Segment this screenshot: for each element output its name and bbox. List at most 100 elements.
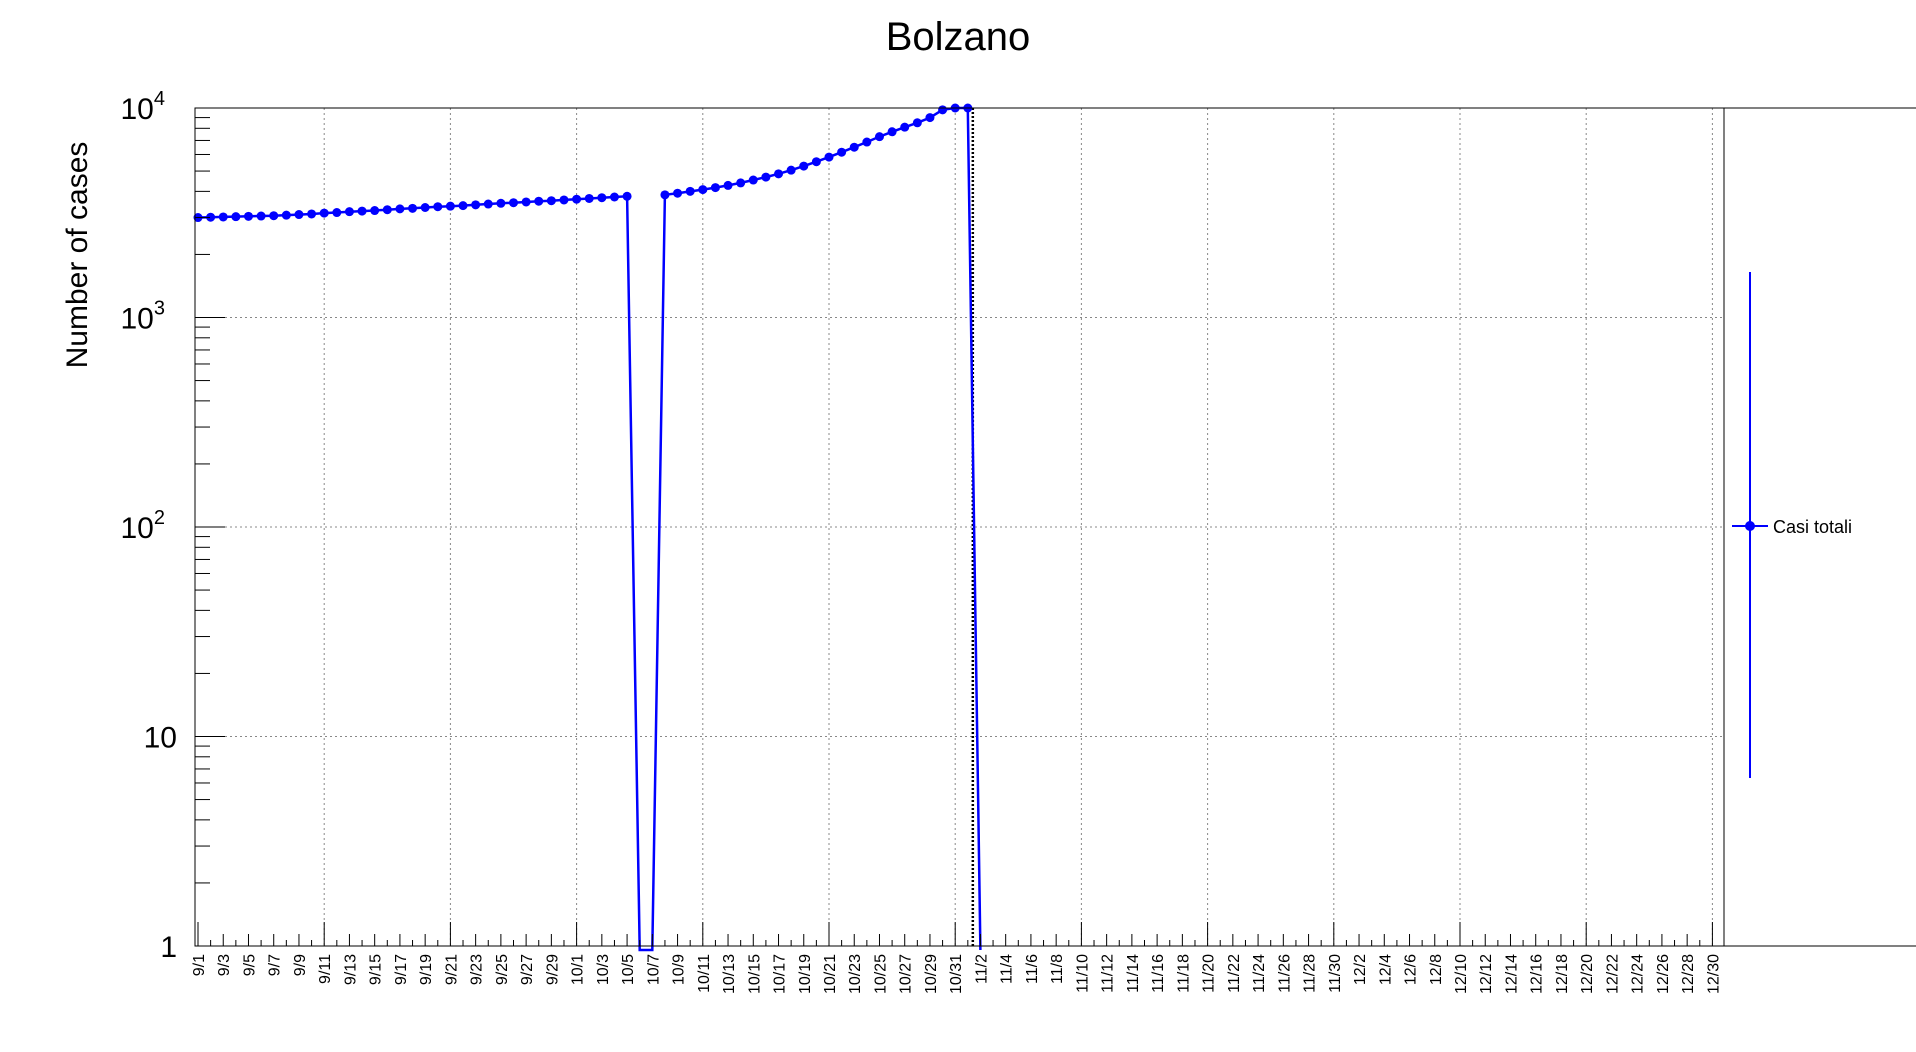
x-tick-label: 9/23 [469,954,486,985]
plot-frame [194,107,1725,947]
x-tick-label: 11/28 [1302,954,1319,993]
x-tick-label: 11/14 [1125,954,1142,993]
x-tick-label: 9/15 [368,954,385,985]
data-point [546,196,556,206]
x-tick-label: 9/19 [418,954,435,985]
x-tick-label: 9/17 [393,954,410,985]
x-tick-label: 12/14 [1503,954,1520,994]
y-tick-label: 103 [121,298,166,336]
y-tick-label: 10 [144,722,177,755]
x-tick-label: 11/16 [1150,954,1167,993]
data-point [243,211,253,221]
x-tick-label: 11/2 [973,954,990,984]
data-point [774,169,784,179]
data-point [824,152,834,162]
data-point [509,198,518,208]
data-point [786,165,796,175]
x-tick-label: 12/26 [1655,954,1672,994]
data-point [572,194,582,204]
x-tick-label: 10/31 [948,954,965,994]
data-point [925,113,935,123]
y-tick-label: 1 [160,931,177,964]
x-tick-label: 9/29 [544,954,561,985]
data-point [218,212,228,222]
x-tick-label: 9/5 [241,954,258,976]
x-tick-label: 10/9 [671,954,688,985]
series-casi-totali [193,103,982,952]
data-point [433,202,443,212]
data-point [685,186,695,196]
gridlines [195,108,1724,946]
x-tick-label: 12/6 [1403,954,1420,985]
x-tick-label: 11/30 [1327,954,1344,993]
x-tick-label: 10/1 [570,954,587,985]
data-point [395,204,405,214]
y-axis-ticks: 1 10 102 103 104 [121,88,225,964]
x-tick-label: 9/27 [519,954,536,985]
x-tick-label: 12/22 [1604,954,1621,994]
data-point [256,211,266,221]
x-tick-label: 10/29 [923,954,940,994]
data-point [294,210,304,220]
data-point [887,127,897,137]
x-tick-label: 12/28 [1680,954,1697,994]
legend: Casi totali [1732,272,1852,778]
x-tick-label: 11/12 [1100,954,1117,993]
data-point [496,198,506,208]
x-tick-label: 10/17 [772,954,789,994]
x-tick-label: 12/12 [1478,954,1495,994]
series-line [197,106,982,952]
data-point [736,178,746,188]
x-tick-label: 11/18 [1175,954,1192,993]
legend-marker [1745,521,1755,531]
data-point [483,199,493,209]
x-tick-label: 9/7 [267,954,284,976]
x-axis-ticks: 9/1 9/3 9/5 9/7 9/9 9/11 9/13 9/15 9/17 9/19 9/21 9… [191,922,1722,994]
data-point [370,206,380,216]
x-tick-label: 10/11 [696,954,713,993]
data-point [837,147,847,157]
x-tick-label: 9/13 [342,954,359,985]
x-tick-label: 10/15 [746,954,763,994]
x-tick-label: 10/13 [721,954,738,994]
data-point [799,161,809,171]
data-point [938,105,948,115]
data-point [206,212,216,222]
data-point [584,193,594,203]
data-point [912,118,922,128]
x-tick-label: 10/27 [898,954,915,994]
data-point [307,209,317,219]
x-tick-label: 12/8 [1428,954,1445,985]
data-point [874,132,884,142]
x-tick-label: 9/9 [292,954,309,976]
x-tick-label: 11/24 [1251,954,1268,993]
x-tick-label: 11/20 [1201,954,1218,993]
x-tick-label: 9/11 [317,954,334,984]
x-tick-label: 12/16 [1529,954,1546,994]
data-point [382,205,392,215]
x-tick-label: 11/22 [1226,954,1243,993]
data-point [408,203,418,213]
data-point [673,188,683,198]
data-point [559,195,569,205]
y-tick-label: 104 [121,88,166,126]
data-point [811,157,821,167]
data-point [521,197,531,207]
x-tick-label: 11/8 [1049,954,1066,984]
y-tick-label: 102 [121,507,166,545]
x-tick-label: 10/7 [645,954,662,985]
data-point [344,207,354,217]
x-tick-label: 12/4 [1377,954,1394,985]
data-point [748,175,758,185]
data-point [420,203,430,213]
x-tick-label: 9/3 [216,954,233,976]
x-tick-label: 9/21 [443,954,460,985]
data-point [710,183,720,193]
x-tick-label: 10/21 [822,954,839,994]
data-point [357,206,367,216]
x-tick-label: 12/18 [1554,954,1571,994]
x-tick-label: 12/2 [1352,954,1369,985]
x-tick-label: 12/10 [1453,954,1470,994]
data-point [900,122,910,132]
